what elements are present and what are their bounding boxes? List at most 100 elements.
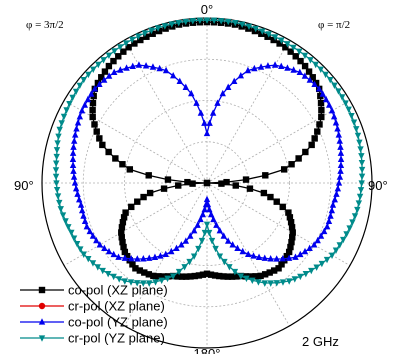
series-2-point xyxy=(93,236,100,244)
series-2-point xyxy=(257,63,265,70)
series-2-point xyxy=(199,210,207,218)
series-2-point xyxy=(209,109,217,116)
series-3-point xyxy=(77,246,84,253)
series-3-point xyxy=(52,173,60,181)
series-0-point xyxy=(184,178,191,186)
series-0-point xyxy=(143,33,150,40)
series-0-point xyxy=(280,166,288,173)
series-2-point xyxy=(197,215,204,223)
series-3-point xyxy=(343,231,350,238)
series-3-point xyxy=(53,186,61,194)
series-2-point xyxy=(336,137,343,144)
series-0-point xyxy=(118,224,126,231)
series-0-point xyxy=(121,248,129,256)
series-0-point xyxy=(137,36,144,44)
legend-marker-3 xyxy=(38,335,46,342)
series-2-point xyxy=(335,131,342,138)
series-2-point xyxy=(81,217,89,225)
series-3-point xyxy=(57,206,64,213)
series-3-point xyxy=(302,270,310,278)
series-0-point xyxy=(120,214,128,221)
series-2-point xyxy=(206,205,213,213)
series-2-point xyxy=(96,80,103,88)
series-2-point xyxy=(244,66,252,74)
series-3-point xyxy=(284,41,291,48)
series-0-point xyxy=(266,269,273,276)
series-2-point xyxy=(134,255,141,262)
series-0-point xyxy=(118,234,125,241)
series-2-point xyxy=(271,61,279,68)
series-3-point xyxy=(331,82,338,89)
series-2-point xyxy=(88,90,95,97)
series-3-point xyxy=(322,71,329,79)
series-2 xyxy=(69,61,345,262)
series-2-point xyxy=(337,143,344,150)
series-2-point xyxy=(284,64,291,71)
series-2-point xyxy=(70,167,77,174)
series-3-point xyxy=(146,280,153,287)
series-2-point xyxy=(178,241,185,248)
series-3-point xyxy=(182,18,189,26)
series-2-point xyxy=(220,232,227,239)
series-3-point xyxy=(168,21,175,28)
series-2-point xyxy=(213,221,220,228)
annotation-right-phi: φ = π/2 xyxy=(318,19,350,31)
series-2-point xyxy=(337,155,345,162)
series-2-point xyxy=(297,250,304,258)
series-0-point xyxy=(160,185,168,192)
series-0-point xyxy=(191,272,198,280)
series-0-point xyxy=(257,272,264,280)
series-0-point xyxy=(297,57,304,65)
series-3-point xyxy=(63,107,70,114)
series-3-point xyxy=(181,264,188,271)
legend-entry-2: co-pol (YZ plane) xyxy=(20,315,168,330)
legend-entry-0: co-pol (XZ plane) xyxy=(20,283,168,298)
series-2-point xyxy=(151,253,159,260)
series-2-point xyxy=(202,200,210,208)
series-2-point xyxy=(83,222,91,230)
series-3-point xyxy=(312,61,319,69)
series-3-point xyxy=(327,76,334,84)
series-0-point xyxy=(220,273,227,280)
series-0-point xyxy=(309,74,316,81)
series-3-point xyxy=(357,146,364,153)
series-2-point xyxy=(146,254,153,261)
series-0-point xyxy=(105,148,112,156)
series-0-point xyxy=(89,106,96,114)
series-3-point xyxy=(225,18,232,26)
series-2-point xyxy=(296,68,304,76)
series-3-point xyxy=(345,106,352,114)
series-0-point xyxy=(132,265,139,272)
series-3-point xyxy=(189,18,196,25)
series-2-point xyxy=(77,201,85,208)
series-2-point xyxy=(80,212,87,219)
series-0-point xyxy=(260,189,268,197)
series-2-point xyxy=(78,206,86,214)
series-0-point xyxy=(89,99,97,107)
series-2-point xyxy=(96,241,104,248)
series-0-point xyxy=(251,27,259,35)
series-2-point xyxy=(75,196,83,203)
series-2-point xyxy=(101,244,108,251)
series-3-point xyxy=(261,280,268,287)
series-3-point xyxy=(70,235,78,242)
series-0-point xyxy=(110,57,117,65)
series-2-point xyxy=(157,252,164,259)
series-0-point xyxy=(312,79,320,87)
series-2-point xyxy=(173,244,180,252)
series-2-point xyxy=(332,119,340,126)
series-0-point xyxy=(141,269,148,276)
series-0-point xyxy=(270,267,278,274)
series-0-point xyxy=(94,79,102,87)
series-2-point xyxy=(310,241,318,248)
series-3-point xyxy=(291,276,298,283)
grid-ring-3 xyxy=(82,58,332,308)
series-2-point xyxy=(121,254,129,261)
series-2-point xyxy=(219,89,226,97)
series-3-point xyxy=(353,126,360,133)
series-2-point xyxy=(329,201,337,208)
legend-marker-1 xyxy=(38,302,46,310)
legend-label-2: co-pol (YZ plane) xyxy=(68,315,168,330)
series-0-point xyxy=(288,161,295,168)
series-0-point xyxy=(283,252,291,260)
